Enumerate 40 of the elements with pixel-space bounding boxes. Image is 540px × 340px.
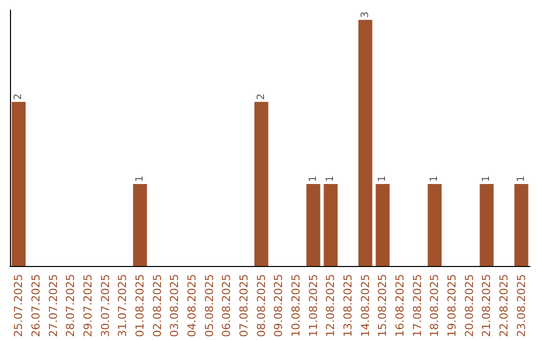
data-label: 1 [377,176,388,182]
x-tick-label: 04.08.2025 [186,274,198,338]
x-tick-label: 29.07.2025 [82,274,94,338]
x-tick-label: 13.08.2025 [342,274,354,338]
x-tick-label: 11.08.2025 [306,274,320,338]
x-tick-label: 15.08.2025 [376,274,390,338]
x-tick-label: 20.08.2025 [462,274,476,338]
data-label: 2 [256,94,267,100]
x-tick-label: 28.07.2025 [64,274,78,338]
x-tick-label: 19.08.2025 [446,274,458,338]
x-tick-label: 05.08.2025 [202,274,216,338]
x-tick-label: 06.08.2025 [220,274,234,338]
data-label: 1 [134,176,146,182]
x-tick-label: 08.08.2025 [254,274,268,338]
x-tick-label: 12.08.2025 [324,274,338,338]
x-tick-label: 16.08.2025 [394,274,406,338]
x-tick-label: 26.07.2025 [30,274,42,338]
x-tick-label: 31.07.2025 [116,274,130,338]
x-tick-label: 25.07.2025 [12,274,26,338]
x-tick-label: 23.08.2025 [514,274,528,338]
data-label: 1 [481,176,492,182]
data-label: 1 [429,176,440,182]
data-label: 1 [325,176,336,182]
data-label: 2 [13,94,24,100]
x-tick-label: 27.07.2025 [46,274,60,338]
x-tick-label: 09.08.2025 [272,274,286,338]
x-tick-label: 18.08.2025 [428,274,442,338]
x-tick-label: 14.08.2025 [358,274,372,338]
data-label: 3 [360,11,371,18]
x-tick-label: 01.08.2025 [134,274,146,338]
x-tick-label: 02.08.2025 [150,274,164,338]
x-tick-label: 03.08.2025 [168,274,182,338]
x-tick-label: 10.08.2025 [290,274,302,338]
x-tick-label: 21.08.2025 [480,274,494,338]
x-tick-label: 30.07.2025 [98,274,112,338]
data-label: 1 [308,176,319,182]
x-tick-label: 22.08.2025 [498,274,510,338]
x-tick-label: 07.08.2025 [238,274,250,338]
data-label: 1 [516,176,527,182]
x-tick-label: 17.08.2025 [410,274,424,338]
